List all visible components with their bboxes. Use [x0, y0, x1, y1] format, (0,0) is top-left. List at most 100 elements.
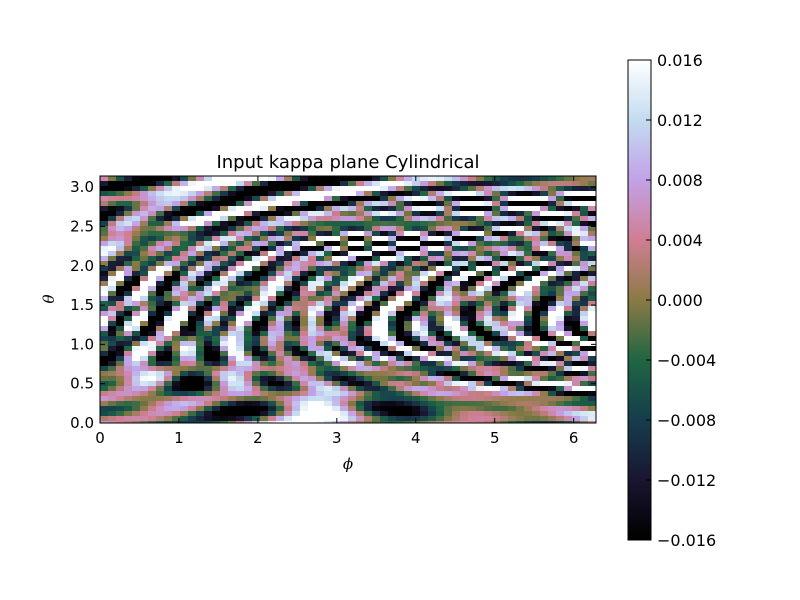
heatmap-cell — [356, 241, 365, 247]
heatmap-cell — [428, 176, 437, 182]
heatmap-cell — [300, 266, 309, 272]
heatmap-cell — [108, 191, 117, 197]
heatmap-cell — [516, 176, 525, 182]
heatmap-cell — [516, 221, 525, 227]
heatmap-cell — [236, 406, 245, 412]
heatmap-cell — [220, 261, 229, 267]
x-tick-label: 2 — [253, 429, 263, 447]
heatmap-cell — [500, 261, 509, 267]
heatmap-cell — [188, 246, 197, 252]
heatmap-cell — [540, 271, 549, 277]
heatmap-cell — [556, 311, 565, 317]
heatmap-cell — [188, 396, 197, 402]
heatmap-cell — [116, 181, 125, 187]
heatmap-cell — [404, 261, 413, 267]
heatmap-cell — [396, 361, 405, 367]
heatmap-cell — [164, 246, 173, 252]
heatmap-cell — [468, 416, 477, 422]
heatmap-cell — [428, 381, 437, 387]
heatmap-cell — [340, 341, 349, 347]
heatmap-cell — [300, 406, 309, 412]
heatmap-cell — [188, 266, 197, 272]
heatmap-cell — [308, 266, 317, 272]
heatmap-cell — [436, 366, 445, 372]
heatmap-cell — [564, 226, 573, 232]
heatmap-cell — [572, 356, 581, 362]
heatmap-cell — [252, 316, 261, 322]
heatmap-cell — [228, 416, 237, 422]
heatmap-cell — [148, 401, 157, 407]
heatmap-cell — [124, 236, 133, 242]
heatmap-cell — [188, 326, 197, 332]
heatmap-cell — [500, 231, 509, 237]
heatmap-cell — [516, 351, 525, 357]
heatmap-cell — [396, 411, 405, 417]
heatmap-cell — [540, 221, 549, 227]
heatmap-cell — [388, 341, 397, 347]
heatmap-cell — [180, 366, 189, 372]
heatmap-cell — [396, 381, 405, 387]
heatmap-cell — [516, 371, 525, 377]
heatmap-cell — [444, 341, 453, 347]
heatmap-cell — [300, 291, 309, 297]
heatmap-cell — [140, 261, 149, 267]
heatmap-cell — [412, 406, 421, 412]
heatmap-cell — [260, 421, 269, 423]
heatmap-cell — [532, 386, 541, 392]
heatmap-cell — [492, 231, 501, 237]
heatmap-cell — [180, 176, 189, 182]
heatmap-cell — [460, 261, 469, 267]
heatmap-cell — [108, 346, 117, 352]
heatmap-cell — [500, 201, 509, 207]
heatmap-cell — [276, 346, 285, 352]
heatmap-cell — [180, 406, 189, 412]
heatmap-cell — [132, 346, 141, 352]
heatmap-cell — [580, 201, 589, 207]
heatmap-cell — [196, 416, 205, 422]
heatmap-cell — [428, 251, 437, 257]
heatmap-cell — [236, 366, 245, 372]
heatmap-cell — [220, 186, 229, 192]
heatmap-cell — [148, 391, 157, 397]
heatmap-cell — [300, 321, 309, 327]
heatmap-cell — [244, 336, 253, 342]
heatmap-cell — [132, 231, 141, 237]
heatmap-cell — [484, 416, 493, 422]
heatmap-cell — [124, 246, 133, 252]
heatmap-cell — [252, 191, 261, 197]
heatmap-cell — [284, 241, 293, 247]
heatmap-cell — [460, 296, 469, 302]
heatmap-cell — [532, 346, 541, 352]
heatmap-cell — [300, 401, 309, 407]
heatmap-cell — [380, 386, 389, 392]
heatmap-cell — [316, 296, 325, 302]
heatmap-cell — [388, 306, 397, 312]
heatmap-cell — [404, 296, 413, 302]
heatmap-cell — [388, 256, 397, 262]
heatmap-cell — [580, 351, 589, 357]
heatmap-cell — [460, 411, 469, 417]
heatmap-cell — [532, 271, 541, 277]
heatmap-cell — [132, 356, 141, 362]
heatmap-cell — [172, 291, 181, 297]
heatmap-cell — [492, 391, 501, 397]
heatmap-cell — [292, 421, 301, 423]
heatmap-cell — [244, 181, 253, 187]
heatmap-cell — [204, 321, 213, 327]
heatmap-cell — [196, 226, 205, 232]
heatmap-cell — [180, 416, 189, 422]
heatmap-cell — [236, 386, 245, 392]
heatmap-cell — [516, 181, 525, 187]
heatmap-cell — [100, 221, 109, 227]
heatmap-cell — [316, 401, 325, 407]
heatmap-cell — [388, 296, 397, 302]
heatmap-cell — [252, 401, 261, 407]
heatmap-cell — [316, 186, 325, 192]
heatmap-cell — [548, 201, 557, 207]
heatmap-cell — [452, 416, 461, 422]
heatmap-cell — [292, 326, 301, 332]
heatmap-cell — [100, 326, 109, 332]
heatmap-cell — [468, 261, 477, 267]
heatmap-cell — [492, 216, 501, 222]
heatmap-cell — [164, 271, 173, 277]
